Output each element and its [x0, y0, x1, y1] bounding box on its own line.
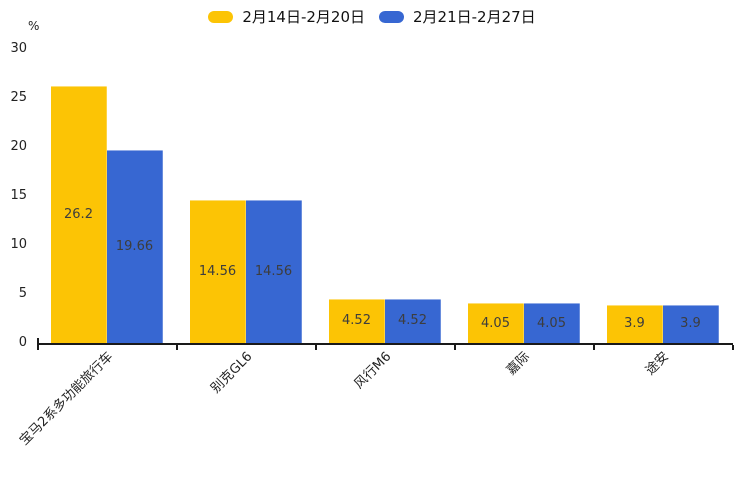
x-axis-tick [37, 345, 39, 350]
y-tick-label: 25 [10, 90, 27, 105]
x-category-label: 宝马2系多功能旅行车 [17, 349, 117, 449]
bar-week1: 4.52 [328, 298, 385, 343]
bar-week2: 4.05 [523, 303, 580, 343]
bar-value-label: 14.56 [254, 264, 293, 280]
legend-label: 2月14日-2月20日 [242, 7, 365, 26]
x-category-label: 风行M6 [351, 349, 395, 393]
bar-week1: 14.56 [189, 200, 246, 343]
legend-swatch [379, 11, 404, 23]
legend-item: 2月14日-2月20日 [208, 7, 365, 26]
bar-week2: 4.52 [384, 298, 441, 343]
y-tick-label: 5 [18, 286, 27, 301]
x-category-label: 嘉际 [504, 349, 534, 379]
y-tick-label: 0 [18, 335, 27, 350]
x-axis-tick [454, 345, 456, 350]
bar-value-label: 3.9 [624, 316, 645, 332]
y-axis-unit-label: % [28, 19, 40, 33]
bar-value-label: 14.56 [198, 264, 237, 280]
legend-label: 2月21日-2月27日 [413, 7, 536, 26]
x-axis-tick [176, 345, 178, 350]
bar-value-label: 3.9 [680, 316, 701, 332]
x-axis-tick [593, 345, 595, 350]
bar-value-label: 26.2 [64, 207, 93, 223]
bar-week1: 26.2 [50, 86, 107, 343]
bar-value-label: 19.66 [115, 239, 154, 255]
axis-origin-stub [37, 338, 39, 343]
bar-week1: 3.9 [606, 304, 663, 343]
legend-item: 2月21日-2月27日 [379, 7, 536, 26]
bar-value-label: 4.05 [537, 315, 566, 331]
x-axis-line [37, 343, 733, 345]
x-axis-tick [315, 345, 317, 350]
x-category-label: 别克GL6 [208, 349, 256, 397]
bar-value-label: 4.52 [342, 313, 371, 329]
bar-value-label: 4.05 [481, 315, 510, 331]
bar-week1: 4.05 [467, 303, 524, 343]
bar-week2: 3.9 [662, 304, 719, 343]
y-tick-label: 10 [10, 237, 27, 252]
y-tick-label: 30 [10, 41, 27, 56]
y-tick-label: 15 [10, 188, 27, 203]
bar-value-label: 4.52 [398, 313, 427, 329]
x-axis-tick [732, 345, 734, 350]
bar-week2: 14.56 [245, 200, 302, 343]
y-tick-label: 20 [10, 139, 27, 154]
bar-week2: 19.66 [106, 150, 163, 343]
chart-legend: 2月14日-2月20日 2月21日-2月27日 [0, 4, 744, 30]
x-category-label: 途安 [643, 349, 673, 379]
legend-swatch [208, 11, 234, 23]
